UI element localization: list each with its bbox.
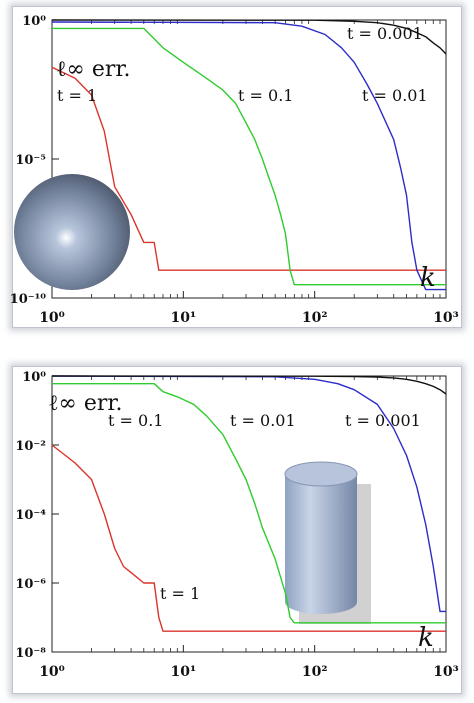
x-tick-label: 10⁰ xyxy=(39,310,65,326)
series-label: t = 0.1 xyxy=(108,411,163,430)
series-label: t = 0.01 xyxy=(362,86,428,105)
y-tick-label: 10⁻⁸ xyxy=(15,646,46,661)
y-tick-label: 10⁻¹⁰ xyxy=(10,292,47,307)
series-line-2 xyxy=(51,375,446,613)
y-tick-label: 10⁻⁵ xyxy=(15,153,46,168)
series-line-3 xyxy=(51,375,447,395)
x-axis-label: k xyxy=(420,263,436,293)
series-line-3 xyxy=(51,19,447,55)
cylinder-icon xyxy=(284,461,371,624)
y-axis-label: ℓ∞ err. xyxy=(48,391,123,416)
series-line-1 xyxy=(52,27,446,286)
series-line-2 xyxy=(51,21,446,291)
series-line-0 xyxy=(51,66,446,271)
series-label: t = 0.001 xyxy=(345,411,421,430)
chart-sphere: 10⁰ 10¹ 10² 10³ 10⁰ 10⁻⁵ 10⁻¹⁰ t = 1 t = 0.1 t = … xyxy=(10,14,459,326)
x-tick-label: 10¹ xyxy=(171,310,197,326)
x-tick-label: 10³ xyxy=(433,310,459,326)
series-label: t = 0.001 xyxy=(347,24,423,43)
chart-frame xyxy=(12,366,462,694)
x-tick-label: 10¹ xyxy=(171,664,197,680)
series-label: t = 0.01 xyxy=(230,411,296,430)
x-tick-label: 10⁰ xyxy=(39,664,65,680)
x-tick-label: 10³ xyxy=(433,664,459,680)
chart-panel-sphere: 10⁰ 10¹ 10² 10³ 10⁰ 10⁻⁵ 10⁻¹⁰ t = 1 t = 0.1 t = … xyxy=(0,0,474,335)
series-line-0 xyxy=(51,444,446,632)
y-tick-label: 10⁻⁶ xyxy=(15,577,46,592)
chart-panel-cylinder: 10⁰ 10¹ 10² 10³ 10⁰ 10⁻² 10⁻⁴ 10⁻⁶ 10⁻⁸ t = 1 t = … xyxy=(0,360,474,703)
series-line-1 xyxy=(52,383,446,624)
chart-cylinder: 10⁰ 10¹ 10² 10³ 10⁰ 10⁻² 10⁻⁴ 10⁻⁶ 10⁻⁸ t = 1 t = … xyxy=(15,370,459,680)
y-tick-label: 10⁻⁴ xyxy=(15,508,46,523)
series-label: t = 0.1 xyxy=(238,86,293,105)
x-tick-label: 10² xyxy=(302,664,328,680)
sphere-icon xyxy=(14,174,130,290)
x-axis-label: k xyxy=(418,623,434,653)
x-tick-label: 10² xyxy=(302,310,328,326)
y-axis-label: ℓ∞ err. xyxy=(56,57,131,82)
series-label: t = 1 xyxy=(160,584,200,603)
series-label: t = 1 xyxy=(57,86,97,105)
y-tick-label: 10⁻² xyxy=(15,439,46,454)
y-tick-label: 10⁰ xyxy=(22,14,46,29)
y-tick-label: 10⁰ xyxy=(22,370,46,385)
